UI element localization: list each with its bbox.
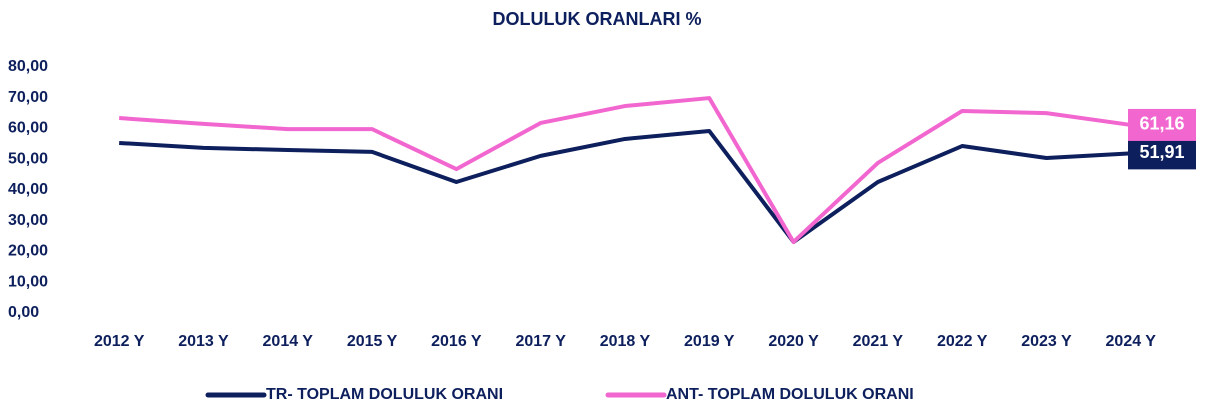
x-tick-label: 2023 Y bbox=[1021, 333, 1072, 350]
y-tick-label: 70,00 bbox=[8, 89, 48, 106]
y-tick-label: 40,00 bbox=[8, 181, 48, 198]
x-tick-label: 2019 Y bbox=[684, 333, 735, 350]
series-line bbox=[119, 128, 1131, 244]
x-tick-label: 2022 Y bbox=[937, 333, 988, 350]
y-tick-label: 30,00 bbox=[8, 212, 48, 229]
x-tick-label: 2013 Y bbox=[178, 333, 229, 350]
legend-label: ANT- TOPLAM DOLULUK ORANI bbox=[666, 386, 914, 403]
x-tick-label: 2017 Y bbox=[515, 333, 566, 350]
x-tick-label: 2012 Y bbox=[94, 333, 145, 350]
chart-title: DOLULUK ORANLARI % bbox=[493, 9, 702, 29]
x-tick-label: 2014 Y bbox=[263, 333, 314, 350]
x-tick-label: 2020 Y bbox=[768, 333, 819, 350]
value-label-box bbox=[1128, 137, 1196, 170]
x-tick-label: 2018 Y bbox=[600, 333, 651, 350]
value-label: 51,91 bbox=[1139, 142, 1184, 162]
y-tick-label: 80,00 bbox=[8, 58, 48, 75]
y-tick-label: 0,00 bbox=[8, 304, 39, 321]
x-tick-label: 2024 Y bbox=[1106, 333, 1157, 350]
series-line bbox=[119, 96, 1132, 244]
legend-label: TR- TOPLAM DOLULUK ORANI bbox=[266, 386, 503, 403]
y-tick-label: 60,00 bbox=[8, 120, 48, 137]
x-tick-label: 2021 Y bbox=[853, 333, 904, 350]
x-tick-label: 2016 Y bbox=[431, 333, 482, 350]
y-tick-label: 50,00 bbox=[8, 150, 48, 167]
y-tick-label: 10,00 bbox=[8, 273, 48, 290]
value-label-box bbox=[1128, 108, 1196, 141]
value-label: 61,16 bbox=[1139, 114, 1184, 134]
x-tick-label: 2015 Y bbox=[347, 333, 398, 350]
y-tick-label: 20,00 bbox=[8, 243, 48, 260]
